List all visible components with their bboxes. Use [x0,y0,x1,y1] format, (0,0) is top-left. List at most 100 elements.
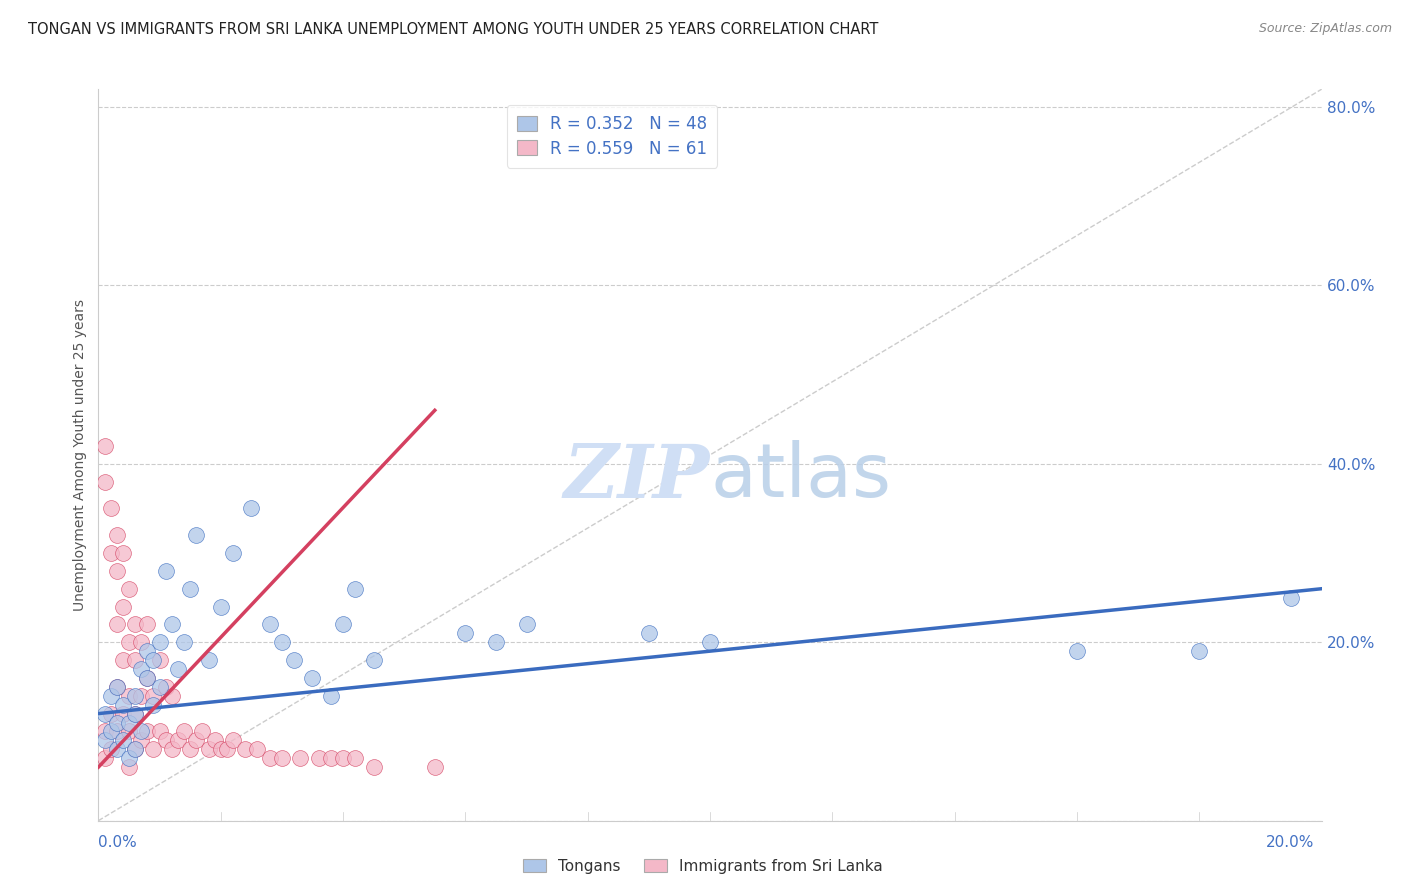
Point [100,501,122,516]
Point [93,439,115,453]
Point [197,742,219,756]
Point [118,689,141,703]
Point [111,706,134,721]
Point [246,742,269,756]
Point [118,751,141,765]
Point [142,689,165,703]
Point [124,617,146,632]
Point [160,689,183,703]
Point [344,582,367,596]
Point [118,715,141,730]
Point [270,751,292,765]
Point [124,742,146,756]
Text: TONGAN VS IMMIGRANTS FROM SRI LANKA UNEMPLOYMENT AMONG YOUTH UNDER 25 YEARS CORR: TONGAN VS IMMIGRANTS FROM SRI LANKA UNEM… [28,22,879,37]
Point [105,617,128,632]
Point [332,617,354,632]
Point [423,760,446,774]
Point [363,760,385,774]
Point [105,528,128,542]
Point [319,689,342,703]
Point [129,662,152,676]
Point [142,653,165,667]
Point [93,724,115,739]
Point [240,501,263,516]
Point [233,742,256,756]
Point [100,742,122,756]
Point [118,635,141,649]
Point [124,706,146,721]
Text: Source: ZipAtlas.com: Source: ZipAtlas.com [1258,22,1392,36]
Point [111,599,134,614]
Point [129,635,152,649]
Point [699,635,721,649]
Text: 0.0%: 0.0% [98,836,138,850]
Point [149,680,172,694]
Point [1279,591,1302,605]
Point [100,724,122,739]
Point [124,653,146,667]
Point [319,751,342,765]
Point [118,760,141,774]
Point [637,626,661,640]
Point [129,724,152,739]
Point [136,724,159,739]
Point [179,742,201,756]
Point [100,546,122,560]
Point [155,680,177,694]
Point [118,582,141,596]
Legend: Tongans, Immigrants from Sri Lanka: Tongans, Immigrants from Sri Lanka [517,853,889,880]
Point [173,635,195,649]
Point [485,635,508,649]
Point [270,635,292,649]
Point [215,742,238,756]
Point [209,599,232,614]
Point [105,680,128,694]
Point [344,751,367,765]
Point [155,733,177,747]
Point [149,653,172,667]
Point [124,689,146,703]
Point [516,617,538,632]
Point [167,733,190,747]
Point [186,528,208,542]
Point [1066,644,1088,658]
Point [100,689,122,703]
Point [124,706,146,721]
Point [222,546,245,560]
Text: ZIP: ZIP [564,441,710,513]
Point [93,733,115,747]
Point [136,617,159,632]
Point [93,475,115,489]
Point [93,751,115,765]
Point [111,733,134,747]
Point [155,564,177,578]
Point [111,546,134,560]
Point [209,742,232,756]
Point [454,626,477,640]
Point [222,733,245,747]
Point [105,564,128,578]
Point [204,733,226,747]
Point [142,742,165,756]
Point [136,644,159,658]
Point [160,742,183,756]
Point [93,706,115,721]
Legend: R = 0.352   N = 48, R = 0.559   N = 61: R = 0.352 N = 48, R = 0.559 N = 61 [508,105,717,168]
Point [363,653,385,667]
Point [259,617,281,632]
Point [129,689,152,703]
Point [283,653,305,667]
Y-axis label: Unemployment Among Youth under 25 years: Unemployment Among Youth under 25 years [73,299,87,611]
Point [160,617,183,632]
Point [105,742,128,756]
Point [142,698,165,712]
Point [111,653,134,667]
Point [136,671,159,685]
Point [332,751,354,765]
Point [149,724,172,739]
Point [186,733,208,747]
Point [197,653,219,667]
Point [105,715,128,730]
Point [105,724,128,739]
Point [118,724,141,739]
